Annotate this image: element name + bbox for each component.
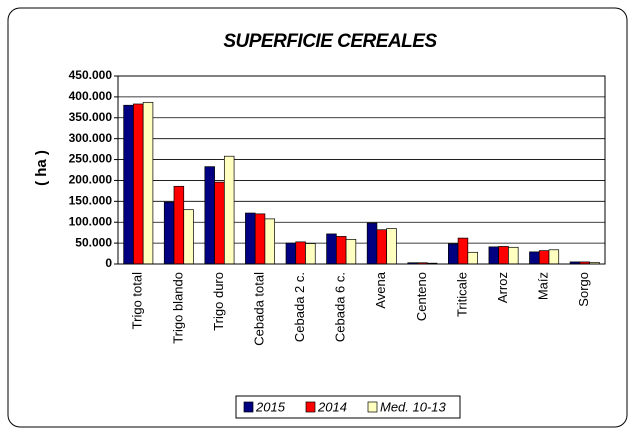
- y-tick-label: 0: [105, 256, 112, 270]
- bar: [467, 251, 478, 265]
- y-axis-label: ( ha ): [33, 150, 50, 186]
- legend-swatch: [243, 401, 254, 413]
- legend-swatch: [305, 401, 316, 413]
- y-tick-label: 350.000: [69, 110, 113, 124]
- y-tick-label: 150.000: [69, 194, 113, 208]
- x-tick-label: Cebada 2 c.: [292, 272, 307, 342]
- bar: [245, 212, 256, 265]
- legend-label: 2015: [255, 399, 286, 414]
- x-tick-label: Avena: [373, 271, 388, 308]
- x-tick-label: Maíz: [536, 272, 551, 300]
- bar: [305, 243, 316, 265]
- bar: [345, 239, 357, 265]
- plot-area: [117, 75, 606, 265]
- x-tick-label: Centeno: [414, 272, 429, 321]
- bar: [173, 185, 185, 265]
- bar: [214, 181, 225, 265]
- x-tick-label: Triticale: [454, 272, 469, 317]
- bar: [264, 218, 276, 265]
- y-tick-label: 450.000: [69, 68, 113, 82]
- bar: [335, 236, 347, 265]
- bar: [285, 242, 297, 265]
- bar: [488, 246, 500, 265]
- bar: [163, 201, 175, 265]
- bar: [548, 249, 560, 265]
- chart-title: SUPERFICIE CEREALES: [223, 31, 437, 52]
- bar: [142, 101, 154, 265]
- legend-box: [235, 395, 461, 419]
- legend-swatch: [367, 401, 378, 413]
- bar: [295, 241, 306, 265]
- y-tick-label: 400.000: [69, 89, 113, 103]
- bar: [254, 213, 266, 265]
- bar: [326, 233, 337, 265]
- y-tick-label: 300.000: [69, 131, 113, 145]
- x-tick-label: Cebada 6 c.: [333, 272, 348, 342]
- x-tick-label: Trigo blando: [170, 272, 185, 344]
- bar: [376, 229, 388, 265]
- y-tick-label: 50.000: [75, 235, 112, 249]
- bar: [447, 243, 459, 265]
- x-tick-label: Sorgo: [576, 272, 591, 307]
- y-tick-label: 250.000: [69, 152, 113, 166]
- bar: [498, 246, 509, 265]
- bar: [386, 228, 397, 265]
- bar: [508, 246, 519, 265]
- bar: [457, 237, 469, 265]
- bar: [223, 155, 235, 265]
- bar: [366, 222, 378, 265]
- legend-label: 2014: [317, 399, 347, 414]
- bar: [183, 209, 194, 265]
- x-tick-label: Trigo duro: [211, 272, 226, 331]
- x-tick-label: Trigo total: [130, 272, 145, 329]
- y-tick-label: 100.000: [69, 214, 113, 228]
- bar: [123, 104, 134, 265]
- bar: [538, 250, 550, 265]
- bar: [529, 251, 540, 265]
- bar: [204, 166, 215, 265]
- x-tick-label: Arroz: [495, 272, 510, 303]
- bar: [133, 103, 144, 265]
- y-tick-label: 200.000: [69, 173, 113, 187]
- x-tick-label: Cebada total: [251, 272, 266, 346]
- legend-label: Med. 10-13: [380, 399, 447, 414]
